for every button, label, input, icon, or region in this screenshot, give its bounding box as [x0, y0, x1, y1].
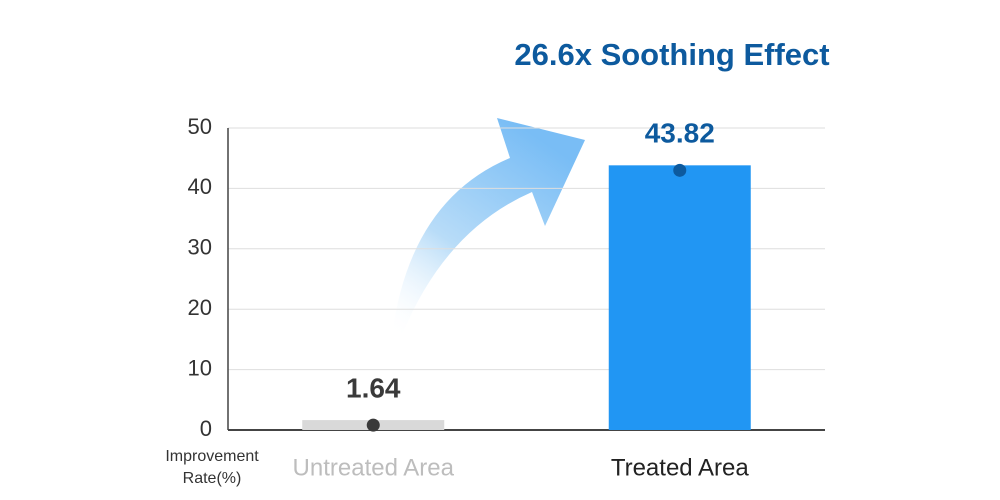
- y-tick-label: 10: [188, 355, 212, 380]
- x-tick-label: Treated Area: [611, 454, 750, 481]
- value-label: 43.82: [645, 118, 715, 149]
- y-tick-label: 50: [188, 114, 212, 139]
- value-label: 1.64: [346, 372, 401, 403]
- y-tick-label: 20: [188, 295, 212, 320]
- bar: [608, 165, 751, 430]
- y-tick-label: 0: [200, 416, 212, 441]
- value-dot: [673, 163, 687, 177]
- x-tick-label: Untreated Area: [293, 454, 455, 481]
- arrow-decoration: [392, 118, 585, 335]
- value-dot: [366, 418, 380, 432]
- y-tick-label: 30: [188, 235, 212, 260]
- y-axis-label: Improvement Rate(%): [165, 448, 259, 487]
- chart-title: 26.6x Soothing Effect: [514, 37, 829, 72]
- y-tick-label: 40: [188, 174, 212, 199]
